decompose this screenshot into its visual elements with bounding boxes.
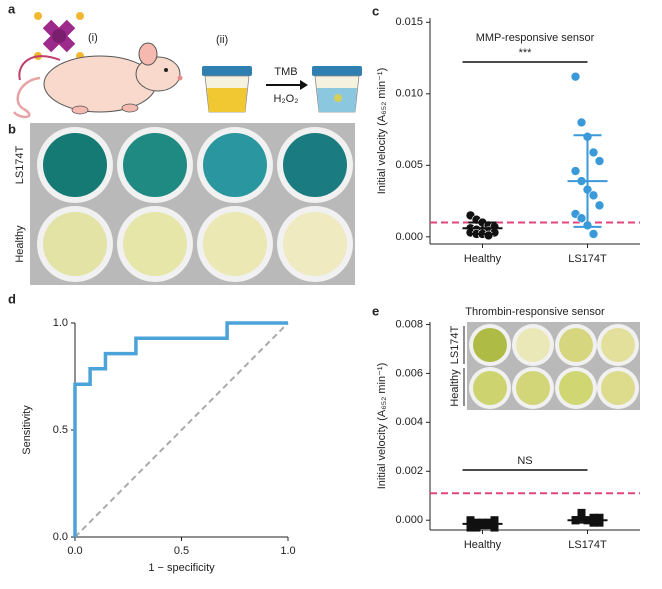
y-tick-label: 0.0: [53, 531, 68, 543]
y-axis-label: Initial velocity (A₆₅₂ min⁻¹): [376, 363, 388, 490]
x-tick-label: LS174T: [568, 253, 607, 265]
row-label: Healthy: [449, 369, 461, 407]
panel-label: a: [8, 1, 16, 16]
reference-line: [74, 322, 289, 538]
y-tick-label: 0.005: [395, 159, 423, 171]
data-point: [577, 508, 586, 517]
data-point: [570, 71, 581, 82]
step-label: (i): [88, 32, 98, 44]
roc-curve: [73, 321, 288, 537]
reagent: TMB: [274, 66, 297, 78]
data-point: [483, 230, 494, 241]
y-axis-label: Sensitivity: [21, 405, 33, 455]
row-label: Healthy: [14, 225, 26, 263]
y-tick-label: 0.004: [395, 416, 423, 428]
data-point: [588, 190, 599, 201]
sensor-molecule: [34, 12, 84, 60]
x-tick-label: 0.5: [174, 545, 189, 557]
data-point: [588, 229, 599, 239]
panel-label: d: [8, 291, 16, 306]
data-point: [594, 156, 605, 166]
y-tick-label: 0.000: [395, 231, 423, 243]
well-plate-photo: [30, 123, 355, 285]
x-tick-label: 1.0: [280, 545, 295, 557]
data-point: [490, 516, 499, 525]
y-tick-label: 0.010: [395, 88, 423, 100]
data-point: [466, 516, 475, 525]
data-point: [466, 523, 475, 532]
data-point: [484, 518, 493, 527]
y-tick-label: 0.5: [53, 424, 68, 436]
row-label: LS174T: [449, 325, 461, 364]
chart-title: Thrombin-responsive sensor: [465, 306, 605, 318]
x-tick-label: LS174T: [568, 539, 607, 551]
step-label: (ii): [216, 34, 228, 46]
data-point: [576, 213, 587, 224]
x-tick-label: 0.0: [67, 545, 82, 557]
x-tick-label: Healthy: [464, 539, 502, 551]
urine-cup: [202, 66, 252, 113]
x-tick-label: Healthy: [464, 253, 502, 265]
data-point: [472, 518, 481, 527]
data-point: [588, 147, 599, 158]
data-point: [576, 117, 587, 128]
mouse: [13, 42, 183, 119]
reaction-arrow: [266, 80, 308, 90]
panel-label: b: [8, 121, 16, 136]
y-tick-label: 0.015: [395, 16, 423, 28]
data-point: [472, 523, 481, 532]
panel-label: e: [372, 303, 379, 318]
y-tick-label: 0.008: [395, 318, 423, 330]
y-tick-label: 0.000: [395, 514, 423, 526]
data-point: [570, 166, 581, 176]
panel-label: c: [372, 3, 379, 18]
y-axis-label: Initial velocity (A₆₅₂ min⁻¹): [376, 68, 388, 195]
x-axis-label: 1 − specificity: [148, 562, 215, 574]
inset-photo: [467, 322, 640, 410]
significance-label: NS: [517, 455, 532, 467]
chart-title: MMP-responsive sensor: [476, 32, 595, 44]
oxidant: H₂O₂: [273, 93, 298, 105]
y-tick-label: 1.0: [53, 317, 68, 329]
y-tick-label: 0.002: [395, 465, 423, 477]
urine-cup: [312, 66, 362, 113]
data-point: [490, 523, 499, 532]
significance-label: ***: [519, 47, 533, 59]
data-point: [594, 200, 605, 211]
row-label: LS174T: [14, 145, 26, 184]
y-tick-label: 0.006: [395, 367, 423, 379]
